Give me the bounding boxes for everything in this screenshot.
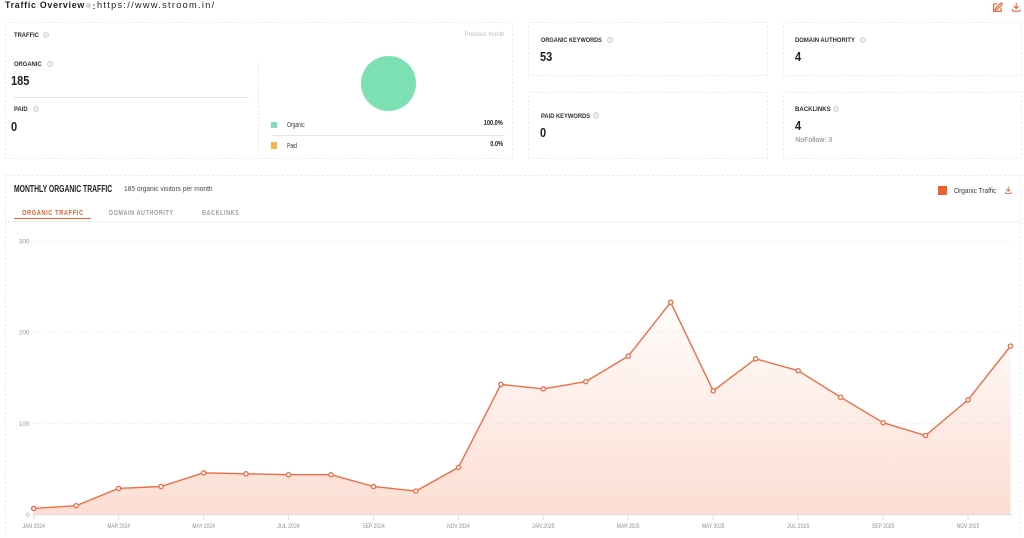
svg-text:SEP 2024: SEP 2024 <box>362 523 385 530</box>
svg-text:JAN 2025: JAN 2025 <box>532 523 555 530</box>
svg-text:SEP 2025: SEP 2025 <box>872 523 895 530</box>
svg-text:MAY 2024: MAY 2024 <box>192 523 215 530</box>
svg-text:300: 300 <box>19 238 30 245</box>
svg-text:MAR 2025: MAR 2025 <box>617 523 640 530</box>
svg-text:JUL 2024: JUL 2024 <box>277 523 300 530</box>
svg-text:MAY 2025: MAY 2025 <box>702 523 725 530</box>
svg-text:JUL 2025: JUL 2025 <box>787 523 810 530</box>
svg-text:JAN 2024: JAN 2024 <box>22 523 45 530</box>
svg-text:200: 200 <box>19 330 30 337</box>
svg-text:NOV 2024: NOV 2024 <box>447 523 470 530</box>
svg-text:0: 0 <box>26 512 30 519</box>
svg-text:NOV 2025: NOV 2025 <box>957 523 980 530</box>
svg-text:MAR 2024: MAR 2024 <box>107 523 130 530</box>
svg-text:100: 100 <box>19 421 30 428</box>
